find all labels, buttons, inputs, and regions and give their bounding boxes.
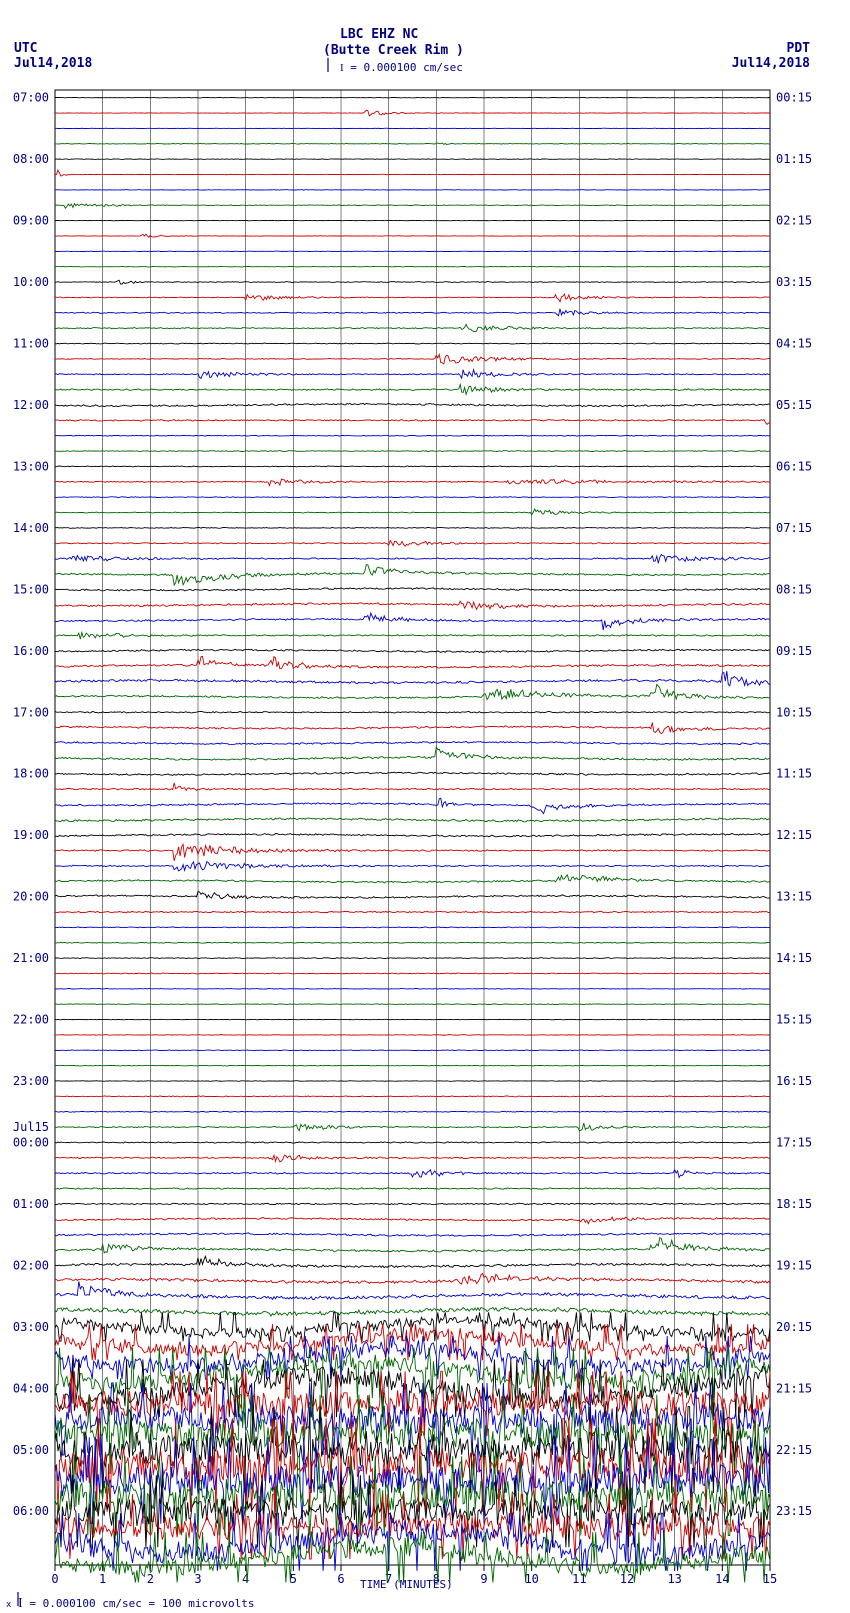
svg-text:10: 10 bbox=[524, 1572, 538, 1586]
svg-text:04:15: 04:15 bbox=[776, 337, 812, 351]
svg-text:09:00: 09:00 bbox=[13, 214, 49, 228]
svg-text:11:00: 11:00 bbox=[13, 337, 49, 351]
left-tz: UTC bbox=[14, 41, 37, 56]
svg-text:01:00: 01:00 bbox=[13, 1197, 49, 1211]
svg-text:21:00: 21:00 bbox=[13, 951, 49, 965]
svg-text:06:15: 06:15 bbox=[776, 459, 812, 473]
station-name: (Butte Creek Rim ) bbox=[323, 43, 464, 58]
svg-text:22:00: 22:00 bbox=[13, 1013, 49, 1027]
svg-text:23:00: 23:00 bbox=[13, 1074, 49, 1088]
right-tz: PDT bbox=[787, 41, 810, 56]
left-date: Jul14,2018 bbox=[14, 56, 92, 71]
svg-text:10:15: 10:15 bbox=[776, 705, 812, 719]
svg-text:12:15: 12:15 bbox=[776, 828, 812, 842]
svg-text:6: 6 bbox=[337, 1572, 344, 1586]
svg-text:08:15: 08:15 bbox=[776, 582, 812, 596]
svg-text:03:15: 03:15 bbox=[776, 275, 812, 289]
svg-text:20:00: 20:00 bbox=[13, 890, 49, 904]
svg-text:07:00: 07:00 bbox=[13, 91, 49, 105]
svg-text:21:15: 21:15 bbox=[776, 1381, 812, 1395]
svg-text:03:00: 03:00 bbox=[13, 1320, 49, 1334]
svg-text:14:00: 14:00 bbox=[13, 521, 49, 535]
svg-text:15: 15 bbox=[763, 1572, 777, 1586]
svg-text:19:00: 19:00 bbox=[13, 828, 49, 842]
svg-text:0: 0 bbox=[51, 1572, 58, 1586]
svg-text:04:00: 04:00 bbox=[13, 1381, 49, 1395]
svg-text:20:15: 20:15 bbox=[776, 1320, 812, 1334]
seismogram-container: { "header": { "station_line1": "LBC EHZ … bbox=[0, 0, 850, 1613]
svg-text:9: 9 bbox=[480, 1572, 487, 1586]
right-date: Jul14,2018 bbox=[732, 56, 810, 71]
seismogram-plot: 012345678910111213141507:0008:0009:0010:… bbox=[0, 0, 850, 1613]
svg-text:09:15: 09:15 bbox=[776, 644, 812, 658]
svg-text:08:00: 08:00 bbox=[13, 152, 49, 166]
svg-text:23:15: 23:15 bbox=[776, 1504, 812, 1518]
svg-text:15:00: 15:00 bbox=[13, 582, 49, 596]
svg-text:1: 1 bbox=[99, 1572, 106, 1586]
svg-text:00:00: 00:00 bbox=[13, 1135, 49, 1149]
svg-text:22:15: 22:15 bbox=[776, 1443, 812, 1457]
svg-text:4: 4 bbox=[242, 1572, 249, 1586]
svg-text:3: 3 bbox=[194, 1572, 201, 1586]
svg-text:02:15: 02:15 bbox=[776, 214, 812, 228]
svg-text:01:15: 01:15 bbox=[776, 152, 812, 166]
svg-text:19:15: 19:15 bbox=[776, 1258, 812, 1272]
svg-text:14: 14 bbox=[715, 1572, 729, 1586]
svg-text:18:15: 18:15 bbox=[776, 1197, 812, 1211]
svg-text:2: 2 bbox=[147, 1572, 154, 1586]
svg-text:05:15: 05:15 bbox=[776, 398, 812, 412]
svg-text:18:00: 18:00 bbox=[13, 767, 49, 781]
svg-text:16:15: 16:15 bbox=[776, 1074, 812, 1088]
scale-bar-label: I = 0.000100 cm/sec bbox=[340, 61, 463, 74]
svg-text:17:00: 17:00 bbox=[13, 705, 49, 719]
svg-text:10:00: 10:00 bbox=[13, 275, 49, 289]
svg-text:13:00: 13:00 bbox=[13, 459, 49, 473]
svg-text:12:00: 12:00 bbox=[13, 398, 49, 412]
station-code: LBC EHZ NC bbox=[340, 27, 418, 42]
svg-text:00:15: 00:15 bbox=[776, 91, 812, 105]
svg-text:06:00: 06:00 bbox=[13, 1504, 49, 1518]
svg-text:13:15: 13:15 bbox=[776, 890, 812, 904]
svg-text:12: 12 bbox=[620, 1572, 634, 1586]
svg-text:16:00: 16:00 bbox=[13, 644, 49, 658]
svg-text:02:00: 02:00 bbox=[13, 1258, 49, 1272]
svg-text:11:15: 11:15 bbox=[776, 767, 812, 781]
svg-text:14:15: 14:15 bbox=[776, 951, 812, 965]
x-axis-label: TIME (MINUTES) bbox=[360, 1578, 453, 1591]
footer-scale-note: x I = 0.000100 cm/sec = 100 microvolts bbox=[6, 1596, 255, 1612]
svg-text:07:15: 07:15 bbox=[776, 521, 812, 535]
svg-text:13: 13 bbox=[667, 1572, 681, 1586]
svg-text:17:15: 17:15 bbox=[776, 1135, 812, 1149]
svg-text:Jul15: Jul15 bbox=[13, 1120, 49, 1134]
svg-text:15:15: 15:15 bbox=[776, 1013, 812, 1027]
svg-text:05:00: 05:00 bbox=[13, 1443, 49, 1457]
